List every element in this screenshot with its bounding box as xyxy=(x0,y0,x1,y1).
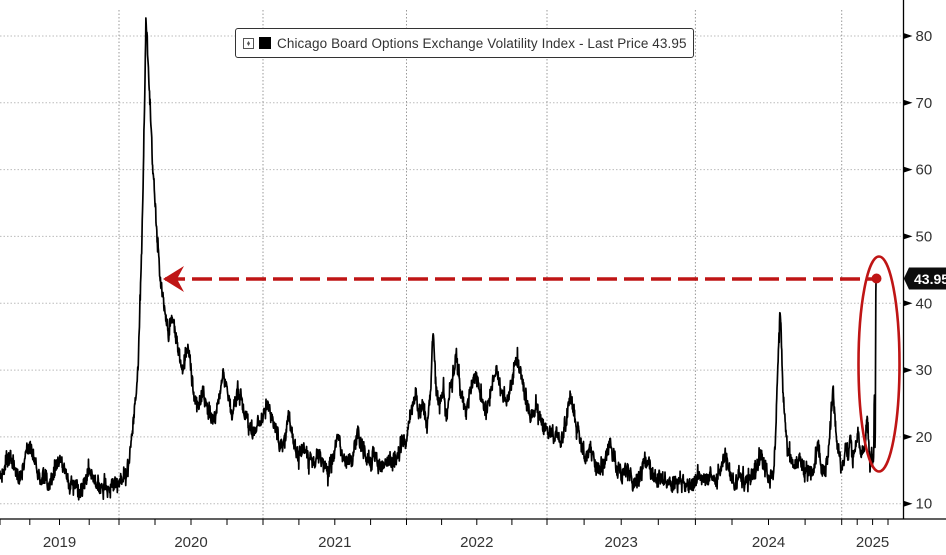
svg-text:2020: 2020 xyxy=(174,534,207,551)
svg-text:2021: 2021 xyxy=(318,534,351,551)
svg-text:70: 70 xyxy=(916,95,933,112)
svg-text:2019: 2019 xyxy=(43,534,76,551)
svg-text:30: 30 xyxy=(916,362,933,379)
svg-text:2025: 2025 xyxy=(856,534,889,551)
svg-text:60: 60 xyxy=(916,162,933,179)
svg-text:20: 20 xyxy=(916,429,933,446)
svg-text:2024: 2024 xyxy=(752,534,785,551)
svg-text:2022: 2022 xyxy=(460,534,493,551)
svg-text:2023: 2023 xyxy=(605,534,638,551)
svg-text:50: 50 xyxy=(916,228,933,245)
svg-text:80: 80 xyxy=(916,28,933,45)
svg-text:10: 10 xyxy=(916,496,933,513)
svg-text:43.95: 43.95 xyxy=(914,271,946,287)
svg-text:40: 40 xyxy=(916,295,933,312)
